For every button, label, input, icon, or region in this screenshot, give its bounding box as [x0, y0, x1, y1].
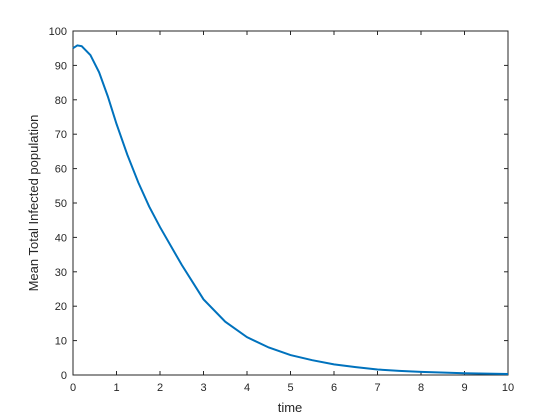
- y-tick-label: 70: [55, 129, 67, 141]
- axes-box: [72, 30, 509, 376]
- x-tick-label: 4: [244, 382, 250, 394]
- y-tick-label: 50: [55, 198, 67, 210]
- y-tick-label: 60: [55, 164, 67, 176]
- x-tick-label: 9: [461, 382, 467, 394]
- x-tick-label: 7: [374, 382, 380, 394]
- x-tick-label: 0: [70, 382, 76, 394]
- x-tick-label: 6: [331, 382, 337, 394]
- x-tick-label: 5: [287, 382, 293, 394]
- x-tick-label: 10: [502, 382, 514, 394]
- x-tick-label: 1: [113, 382, 119, 394]
- x-tick-label: 3: [200, 382, 206, 394]
- y-tick-label: 30: [55, 267, 67, 279]
- y-tick-label: 100: [49, 26, 67, 38]
- y-tick-label: 20: [55, 301, 67, 313]
- x-axis-label: time: [278, 400, 303, 415]
- y-tick-label: 0: [61, 370, 67, 382]
- x-tick-label: 2: [157, 382, 163, 394]
- y-tick-label: 10: [55, 336, 67, 348]
- y-tick-label: 90: [55, 60, 67, 72]
- x-tick-label: 8: [418, 382, 424, 394]
- y-tick-label: 40: [55, 232, 67, 244]
- y-tick-label: 80: [55, 95, 67, 107]
- data-line: [72, 44, 509, 375]
- y-axis-label: Mean Total Infected population: [26, 115, 41, 292]
